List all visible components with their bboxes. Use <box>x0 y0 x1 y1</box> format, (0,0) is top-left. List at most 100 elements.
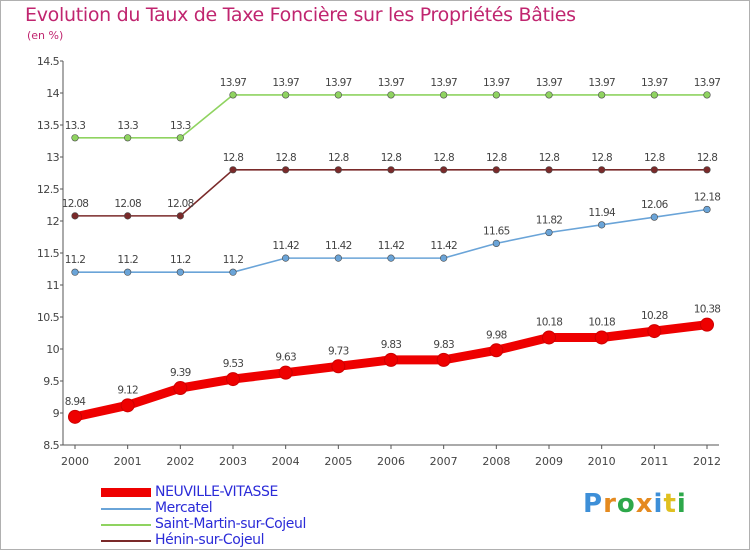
data-point <box>226 372 240 387</box>
legend-swatch <box>101 524 151 526</box>
data-point <box>384 352 398 367</box>
data-label: 9.39 <box>170 367 191 379</box>
data-point <box>436 352 451 367</box>
data-label: 13.97 <box>641 77 668 89</box>
data-label: 13.97 <box>430 77 457 89</box>
data-label: 13.97 <box>272 77 299 89</box>
data-point <box>334 166 342 174</box>
data-point <box>650 91 658 99</box>
data-point <box>545 91 553 99</box>
data-label: 12.8 <box>328 152 349 164</box>
data-point <box>331 359 346 374</box>
data-label: 11.42 <box>272 240 299 252</box>
chart-title: Evolution du Taux de Taxe Foncière sur l… <box>25 4 576 26</box>
data-point <box>124 268 132 276</box>
data-label: 9.98 <box>486 329 507 341</box>
data-point <box>68 409 82 424</box>
x-tick-label: 2002 <box>166 455 194 468</box>
axes: 8.5 9 9.5 10 10.5 11 11.5 12 12.5 13 13.5 14 14.5 200… <box>37 55 721 468</box>
x-tick-label: 2008 <box>482 455 510 468</box>
data-point <box>440 91 448 99</box>
data-label: 13.3 <box>170 120 191 132</box>
data-label: 12.06 <box>641 199 669 211</box>
data-label: 9.83 <box>433 339 454 351</box>
y-tick-label: 13 <box>46 151 59 164</box>
legend-swatch <box>101 488 151 497</box>
data-label: 13.97 <box>536 77 563 89</box>
y-tick-label: 14 <box>46 87 59 100</box>
y-tick-label: 8.5 <box>43 439 59 452</box>
logo-letter: r <box>603 489 617 519</box>
data-point <box>700 317 714 332</box>
data-point <box>334 91 342 99</box>
x-tick-label: 2009 <box>535 455 563 468</box>
data-point <box>594 330 609 345</box>
x-tick-label: 2006 <box>377 455 405 468</box>
proxiti-logo: Proxiti <box>583 489 687 519</box>
data-point <box>387 166 395 174</box>
data-label: 11.42 <box>325 240 352 252</box>
data-point <box>282 166 290 174</box>
data-point <box>703 91 711 99</box>
logo-letter: i <box>653 489 664 519</box>
data-point <box>229 91 237 99</box>
data-point <box>282 254 290 262</box>
data-point <box>440 166 448 174</box>
data-point <box>124 212 132 220</box>
logo-letter: P <box>583 489 604 519</box>
data-point <box>542 330 556 345</box>
data-point <box>71 212 79 220</box>
data-point <box>492 239 500 247</box>
y-tick-label: 14.5 <box>37 55 60 68</box>
x-tick-label: 2004 <box>272 455 300 468</box>
data-point <box>545 166 553 174</box>
data-label: 12.8 <box>486 152 507 164</box>
data-point <box>703 205 711 214</box>
data-label: 12.08 <box>62 198 89 210</box>
x-tick-label: 2012 <box>693 455 721 468</box>
data-label: 12.8 <box>223 152 244 164</box>
x-tick-label: 2003 <box>219 455 247 468</box>
data-label: 11.82 <box>536 215 563 227</box>
logo-letter: t <box>663 489 677 519</box>
data-label: 9.63 <box>275 352 296 364</box>
y-tick-label: 10.5 <box>37 311 60 324</box>
logo-letter: i <box>676 489 687 519</box>
data-label: 9.73 <box>328 345 349 357</box>
data-label: 12.8 <box>591 152 612 164</box>
legend-swatch <box>101 540 151 542</box>
data-label: 11.65 <box>483 225 510 237</box>
data-point <box>71 268 79 276</box>
data-label: 11.2 <box>117 254 138 266</box>
data-label: 13.97 <box>220 77 247 89</box>
data-point <box>71 134 79 142</box>
data-label: 13.97 <box>378 77 405 89</box>
data-point <box>124 134 132 142</box>
data-label: 12.8 <box>697 152 718 164</box>
data-point <box>387 91 395 99</box>
data-point <box>173 381 188 396</box>
x-tick-label: 2011 <box>640 455 668 468</box>
data-label: 12.18 <box>694 191 721 203</box>
data-point <box>650 166 658 174</box>
data-label: 8.94 <box>65 396 87 408</box>
y-tick-label: 9.5 <box>43 375 59 388</box>
data-label: 12.8 <box>275 152 296 164</box>
y-tick-label: 12 <box>46 215 59 228</box>
data-label: 13.97 <box>694 77 721 89</box>
x-tick-label: 2005 <box>324 455 352 468</box>
x-tick-label: 2000 <box>61 455 89 468</box>
data-label: 11.2 <box>170 254 191 266</box>
data-label: 12.08 <box>114 198 141 210</box>
data-label: 11.2 <box>223 254 244 266</box>
data-label: 13.97 <box>325 77 352 89</box>
data-label: 12.8 <box>381 152 402 164</box>
data-point <box>492 166 500 174</box>
data-point <box>440 254 448 262</box>
x-tick-label: 2007 <box>430 455 458 468</box>
data-label: 9.12 <box>117 384 138 396</box>
data-label: 12.8 <box>539 152 560 164</box>
logo-letter: o <box>616 489 636 519</box>
logo-letter: x <box>635 489 654 519</box>
